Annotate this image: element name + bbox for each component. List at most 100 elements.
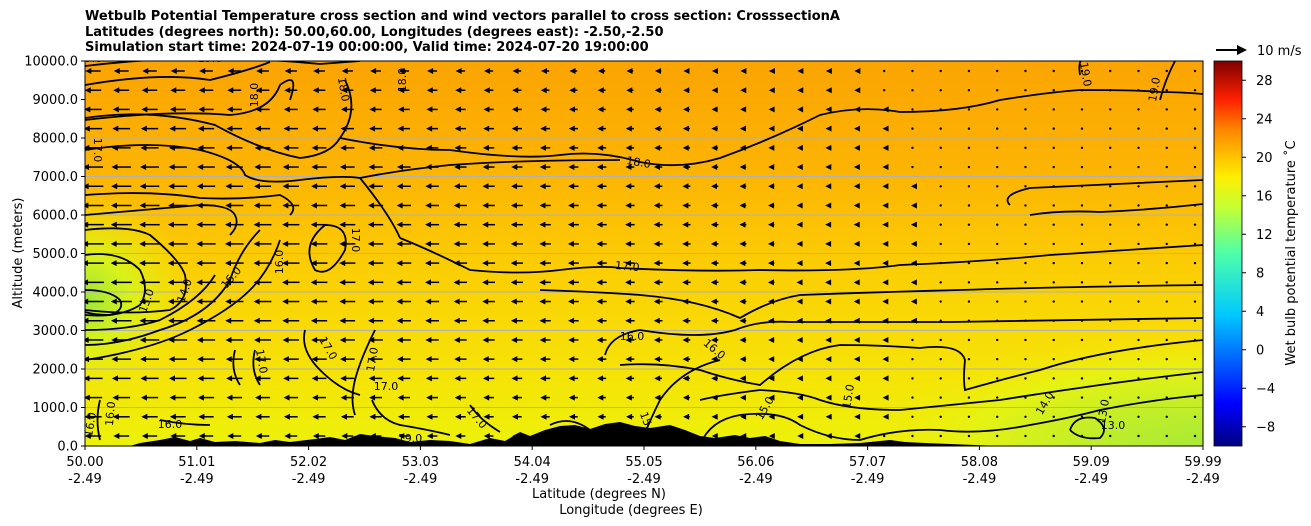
- wind-vector: [1080, 165, 1084, 169]
- wind-vector: [111, 164, 132, 171]
- wind-vector-head: [625, 317, 632, 324]
- wind-vector-head: [882, 183, 889, 190]
- wind-vector-head: [825, 87, 832, 94]
- wind-vector: [768, 375, 775, 382]
- wind-vector: [85, 317, 104, 324]
- wind-vector-head: [455, 433, 462, 439]
- wind-vector-head: [596, 279, 603, 286]
- wind-vector-head: [510, 279, 517, 286]
- wind-vector-head: [283, 375, 290, 382]
- wind-vector-head: [397, 413, 404, 420]
- wind-vector-head: [425, 317, 432, 324]
- wind-vector: [796, 298, 803, 305]
- wind-vector: [825, 394, 832, 401]
- wind-vector: [568, 336, 579, 343]
- wind-vector: [910, 240, 917, 247]
- wind-vector-head: [282, 298, 289, 305]
- wind-vector: [425, 298, 440, 305]
- wind-vector-head: [482, 202, 489, 209]
- wind-vector: [768, 164, 775, 171]
- wind-vector-head: [425, 336, 432, 343]
- wind-vector: [142, 68, 157, 74]
- wind-vector: [196, 260, 216, 267]
- wind-vector-head: [283, 144, 290, 151]
- wind-vector: [256, 68, 269, 74]
- wind-vector-head: [568, 202, 575, 209]
- wind-vector-head: [539, 221, 546, 228]
- x-tick-label-lon: -2.49: [1074, 472, 1108, 487]
- wind-vector-head: [625, 336, 632, 343]
- y-tick-label: 7000.0: [33, 170, 79, 185]
- wind-vector-head: [510, 260, 517, 267]
- wind-vector-head: [369, 87, 376, 94]
- wind-vector-head: [882, 356, 889, 363]
- wind-vector-head: [312, 394, 319, 401]
- wind-vector-head: [510, 240, 517, 247]
- colorbar-tick-label: 28: [1256, 74, 1273, 89]
- wind-vector: [967, 281, 971, 284]
- wind-vector: [1024, 434, 1027, 438]
- wind-vector: [339, 336, 355, 343]
- wind-vector: [767, 221, 775, 228]
- wind-vector: [282, 260, 300, 267]
- contour-line: [85, 192, 295, 216]
- wind-vector: [424, 279, 440, 286]
- wind-vector-head: [682, 144, 689, 151]
- wind-vector-head: [253, 202, 260, 209]
- wind-vector: [169, 106, 186, 113]
- wind-vector-head: [825, 394, 832, 401]
- wind-vector-head: [397, 375, 404, 382]
- wind-vector: [825, 336, 832, 343]
- wind-vector: [1137, 127, 1140, 130]
- wind-vector-head: [197, 356, 204, 363]
- wind-vector-head: [482, 375, 489, 382]
- wind-vector: [711, 68, 718, 74]
- wind-vector: [1052, 281, 1055, 284]
- wind-vector-head: [768, 144, 775, 151]
- wind-vector: [425, 375, 439, 382]
- wind-vector: [540, 144, 551, 151]
- wind-vector-head: [539, 164, 546, 171]
- contour-label: 17.0: [253, 348, 270, 374]
- wind-vector-head: [283, 413, 290, 420]
- wind-vector: [1024, 415, 1027, 418]
- contour-label: 17.0: [349, 228, 362, 253]
- wind-vector: [653, 202, 663, 209]
- wind-vector: [825, 164, 832, 171]
- wind-vector-head: [111, 183, 118, 190]
- contour-line: [85, 229, 261, 346]
- wind-vector-head: [367, 298, 374, 305]
- wind-vector: [1052, 242, 1055, 246]
- wind-vector-head: [311, 336, 318, 343]
- wind-vector-head: [626, 87, 633, 94]
- wind-vector-head: [368, 164, 375, 171]
- wind-vector-head: [454, 394, 461, 401]
- wind-vector-head: [368, 202, 375, 209]
- wind-vector: [198, 106, 214, 113]
- wind-vector-head: [596, 298, 603, 305]
- x-tick-label-lon: -2.49: [292, 472, 326, 487]
- wind-vector: [1080, 300, 1084, 303]
- wind-vector: [682, 375, 691, 382]
- wind-vector: [483, 433, 494, 439]
- wind-vector: [768, 336, 775, 343]
- wind-vector-head: [710, 183, 717, 190]
- wind-vector: [739, 202, 747, 209]
- wind-vector-head: [484, 68, 491, 74]
- wind-vector: [254, 356, 271, 363]
- wind-vector: [996, 89, 999, 92]
- wind-vector: [224, 240, 244, 247]
- wind-vector-head: [369, 394, 376, 401]
- wind-vector: [625, 125, 634, 132]
- wind-vector-head: [568, 394, 575, 401]
- wind-vector-head: [711, 125, 718, 132]
- wind-vector: [996, 185, 999, 188]
- wind-vector: [227, 68, 241, 74]
- wind-vector: [197, 164, 215, 171]
- wind-vector-head: [310, 202, 317, 209]
- contour-line: [699, 394, 1203, 446]
- contour-line: [85, 79, 353, 159]
- wind-vector-head: [167, 298, 174, 305]
- wind-vector: [911, 127, 914, 130]
- wind-vector: [339, 298, 356, 305]
